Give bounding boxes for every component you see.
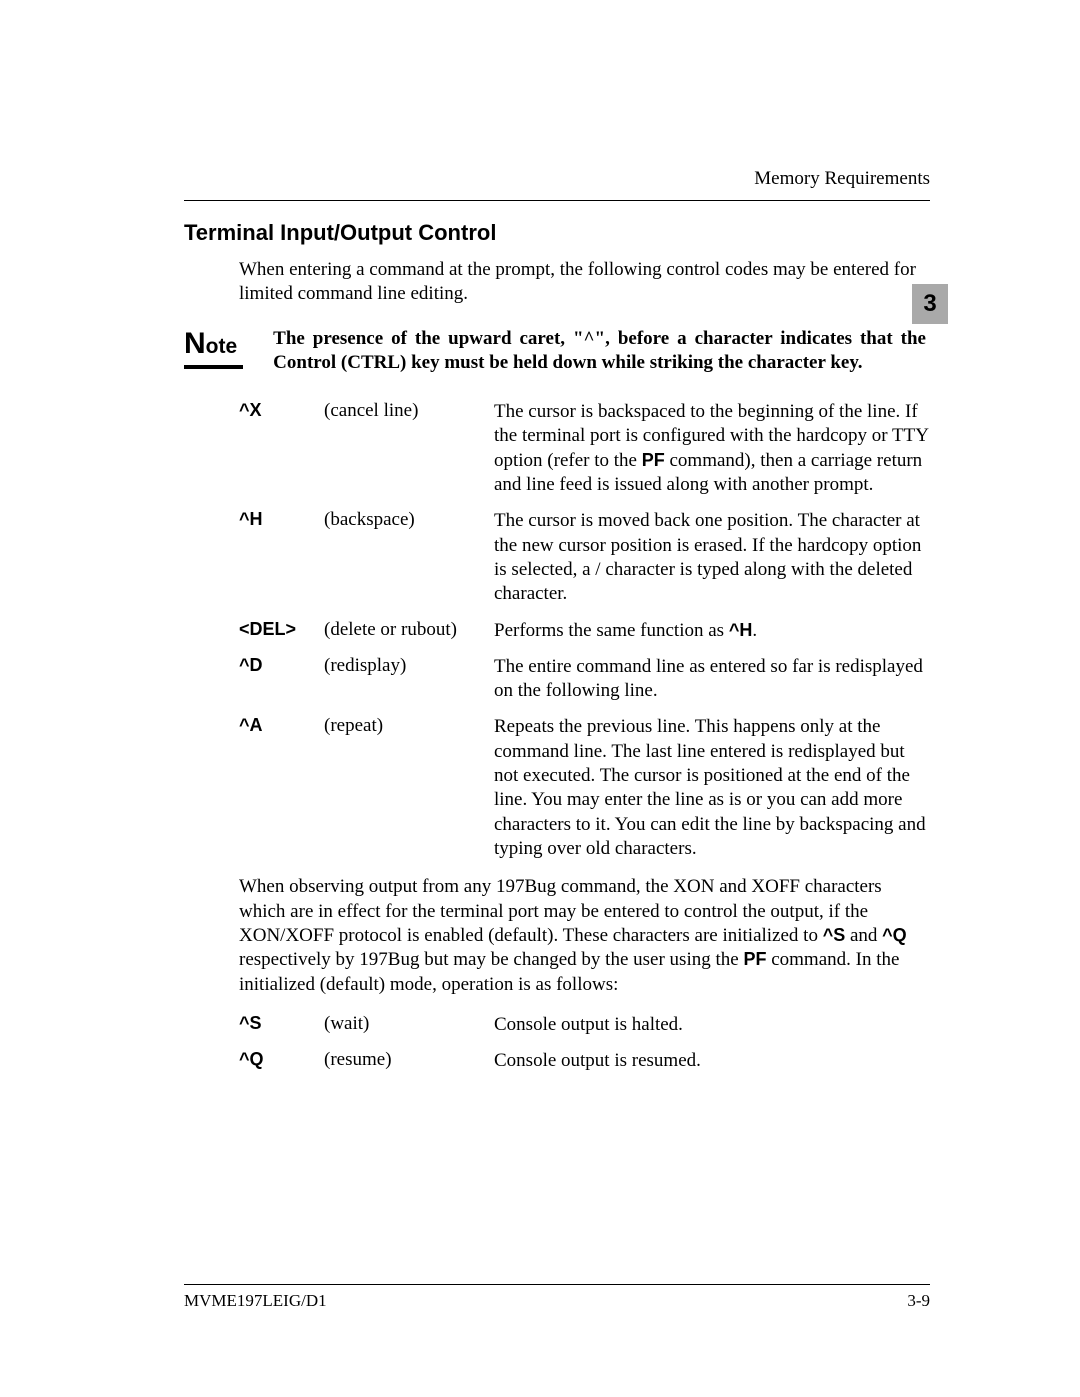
note-label: Note	[184, 327, 243, 369]
footer-right: 3-9	[907, 1291, 930, 1311]
cmd-key: ^Q	[239, 1049, 324, 1070]
cmd-key: ^X	[239, 400, 324, 421]
desc-text: .	[752, 620, 757, 641]
cmd-key: ^A	[239, 715, 324, 736]
cmd-action: (delete or rubout)	[324, 619, 494, 641]
footer-left: MVME197LEIG/D1	[184, 1291, 327, 1311]
control-codes-table: ^X (cancel line) The cursor is backspace…	[239, 400, 930, 861]
desc-text: The cursor is moved back one position. T…	[494, 510, 921, 604]
page-footer: MVME197LEIG/D1 3-9	[184, 1284, 930, 1311]
cmd-description: Performs the same function as ^H.	[494, 619, 930, 643]
para-text: and	[845, 925, 882, 946]
desc-text: The entire command line as entered so fa…	[494, 656, 923, 701]
table-row: ^H (backspace) The cursor is moved back …	[239, 509, 930, 606]
table-row: ^S (wait) Console output is halted.	[239, 1013, 930, 1037]
cmd-description: Console output is resumed.	[494, 1049, 930, 1073]
footer-row: MVME197LEIG/D1 3-9	[184, 1291, 930, 1311]
cmd-action: (redisplay)	[324, 655, 494, 677]
desc-text: Repeats the previous line. This happens …	[494, 716, 926, 859]
cmd-action: (resume)	[324, 1049, 494, 1071]
para-text: respectively by 197Bug but may be change…	[239, 949, 743, 970]
para-bold: PF	[743, 949, 766, 969]
note-label-big: N	[184, 327, 206, 360]
header-rule	[184, 200, 930, 201]
para-bold: ^Q	[882, 925, 907, 945]
table-row: ^D (redisplay) The entire command line a…	[239, 655, 930, 704]
cmd-key: ^H	[239, 509, 324, 530]
xon-xoff-paragraph: When observing output from any 197Bug co…	[239, 875, 930, 997]
table-row: ^A (repeat) Repeats the previous line. T…	[239, 715, 930, 861]
table-row: ^Q (resume) Console output is resumed.	[239, 1049, 930, 1073]
desc-bold: ^H	[729, 620, 753, 640]
cmd-action: (backspace)	[324, 509, 494, 531]
footer-rule	[184, 1284, 930, 1285]
table-row: <DEL> (delete or rubout) Performs the sa…	[239, 619, 930, 643]
cmd-key: ^D	[239, 655, 324, 676]
page-header: Memory Requirements	[184, 168, 930, 201]
para-text: When observing output from any 197Bug co…	[239, 876, 882, 946]
note-label-rest: ote	[206, 335, 238, 358]
cmd-action: (cancel line)	[324, 400, 494, 422]
cmd-description: The entire command line as entered so fa…	[494, 655, 930, 704]
note-text: The presence of the upward caret, "^", b…	[273, 327, 930, 376]
cmd-action: (wait)	[324, 1013, 494, 1035]
content-area: Terminal Input/Output Control When enter…	[184, 220, 930, 1088]
intro-paragraph: When entering a command at the prompt, t…	[239, 258, 930, 307]
table-row: ^X (cancel line) The cursor is backspace…	[239, 400, 930, 497]
cmd-description: The cursor is backspaced to the beginnin…	[494, 400, 930, 497]
cmd-key: ^S	[239, 1013, 324, 1034]
para-bold: ^S	[823, 925, 846, 945]
cmd-description: Repeats the previous line. This happens …	[494, 715, 930, 861]
section-title: Terminal Input/Output Control	[184, 220, 930, 246]
desc-bold: PF	[642, 450, 665, 470]
cmd-key: <DEL>	[239, 619, 324, 640]
note-block: Note The presence of the upward caret, "…	[184, 327, 930, 376]
cmd-description: The cursor is moved back one position. T…	[494, 509, 930, 606]
xon-xoff-table: ^S (wait) Console output is halted. ^Q (…	[239, 1013, 930, 1074]
cmd-description: Console output is halted.	[494, 1013, 930, 1037]
desc-text: Performs the same function as	[494, 620, 729, 641]
cmd-action: (repeat)	[324, 715, 494, 737]
running-head: Memory Requirements	[184, 168, 930, 190]
